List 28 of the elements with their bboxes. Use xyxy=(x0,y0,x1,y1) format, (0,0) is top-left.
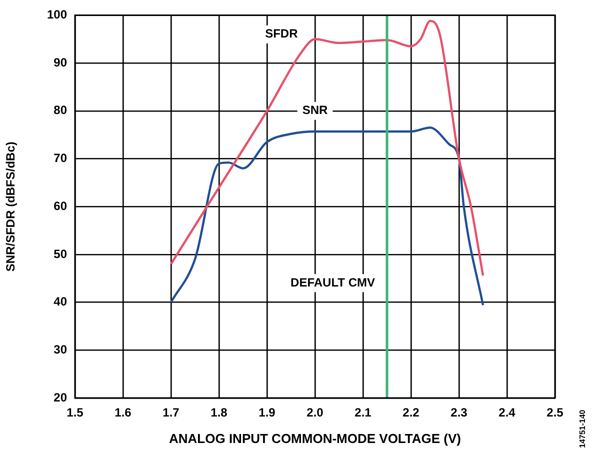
x-tick-label: 1.9 xyxy=(258,406,276,420)
x-tick-label: 2.4 xyxy=(498,406,516,420)
x-tick-label: 1.7 xyxy=(162,406,180,420)
ref-line-label: DEFAULT CMV xyxy=(290,275,375,290)
x-tick-label: 2.2 xyxy=(402,406,420,420)
x-axis-title: ANALOG INPUT COMMON-MODE VOLTAGE (V) xyxy=(169,430,461,446)
line-series xyxy=(170,126,484,306)
x-tick-label: 1.6 xyxy=(114,406,132,420)
y-tick-label: 50 xyxy=(54,246,68,261)
y-tick-label: 60 xyxy=(54,198,68,213)
line-series xyxy=(170,20,484,277)
x-tick-label: 1.8 xyxy=(210,406,228,420)
x-tick-label: 2.3 xyxy=(450,406,468,420)
y-axis-title: SNR/SFDR (dBFS/dBc) xyxy=(4,142,18,272)
x-tick-label: 2.0 xyxy=(306,406,324,420)
annotation: SNR xyxy=(302,103,328,118)
text: 14751-140 xyxy=(578,409,588,448)
x-tick-label: 2.1 xyxy=(354,406,372,420)
y-tick-label: 40 xyxy=(54,294,68,309)
y-tick-label: 70 xyxy=(54,151,68,166)
y-tick-label: 90 xyxy=(54,55,68,70)
annotation: SFDR xyxy=(265,26,298,41)
y-tick-label: 20 xyxy=(54,390,68,404)
y-tick-label: 80 xyxy=(54,103,68,118)
x-tick-label: 1.5 xyxy=(66,406,84,420)
y-tick-label: 100 xyxy=(46,8,68,22)
y-tick-label: 30 xyxy=(54,342,68,356)
x-tick-label: 2.5 xyxy=(546,406,564,420)
